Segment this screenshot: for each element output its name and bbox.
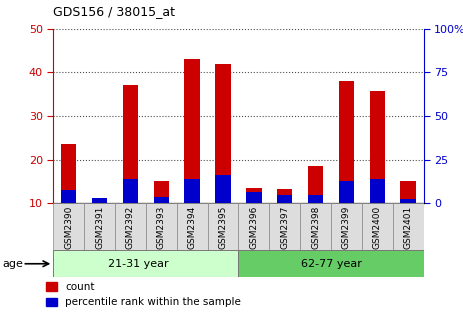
Bar	[184, 59, 200, 247]
Bar	[246, 188, 262, 247]
Text: GSM2400: GSM2400	[373, 206, 382, 249]
Bar	[154, 197, 169, 247]
Bar	[123, 85, 138, 247]
FancyBboxPatch shape	[84, 203, 115, 250]
Bar	[277, 195, 293, 247]
Text: GSM2394: GSM2394	[188, 206, 197, 249]
Text: GSM2390: GSM2390	[64, 206, 73, 249]
Text: GSM2399: GSM2399	[342, 206, 351, 249]
Text: GSM2392: GSM2392	[126, 206, 135, 249]
Text: GSM2398: GSM2398	[311, 206, 320, 249]
Bar	[154, 180, 169, 247]
Text: GSM2401: GSM2401	[404, 206, 413, 249]
Text: GDS156 / 38015_at: GDS156 / 38015_at	[53, 5, 175, 17]
FancyBboxPatch shape	[53, 203, 84, 250]
FancyBboxPatch shape	[269, 203, 300, 250]
Bar	[308, 195, 323, 247]
Bar	[184, 179, 200, 247]
Bar	[369, 179, 385, 247]
FancyBboxPatch shape	[331, 203, 362, 250]
Bar	[400, 199, 416, 247]
Text: 62-77 year: 62-77 year	[300, 259, 362, 269]
Bar	[92, 198, 107, 247]
Text: 21-31 year: 21-31 year	[108, 259, 169, 269]
Bar	[246, 192, 262, 247]
Bar	[215, 64, 231, 247]
Legend: count, percentile rank within the sample: count, percentile rank within the sample	[46, 282, 241, 307]
FancyBboxPatch shape	[146, 203, 177, 250]
Bar	[215, 175, 231, 247]
Text: age: age	[2, 259, 23, 269]
Text: GSM2395: GSM2395	[219, 206, 227, 249]
FancyBboxPatch shape	[115, 203, 146, 250]
FancyBboxPatch shape	[300, 203, 331, 250]
Bar	[308, 166, 323, 247]
FancyBboxPatch shape	[207, 203, 238, 250]
Text: GSM2393: GSM2393	[157, 206, 166, 249]
Bar	[369, 91, 385, 247]
Text: GSM2397: GSM2397	[280, 206, 289, 249]
Text: GSM2391: GSM2391	[95, 206, 104, 249]
Bar	[92, 200, 107, 247]
FancyBboxPatch shape	[177, 203, 207, 250]
Bar	[339, 181, 354, 247]
Bar	[400, 180, 416, 247]
FancyBboxPatch shape	[393, 203, 424, 250]
Bar	[61, 144, 76, 247]
Text: GSM2396: GSM2396	[250, 206, 258, 249]
Bar	[339, 81, 354, 247]
Bar	[61, 190, 76, 247]
FancyBboxPatch shape	[53, 250, 238, 277]
Bar	[277, 189, 293, 247]
Bar	[123, 179, 138, 247]
FancyBboxPatch shape	[238, 203, 269, 250]
FancyBboxPatch shape	[362, 203, 393, 250]
FancyBboxPatch shape	[238, 250, 424, 277]
